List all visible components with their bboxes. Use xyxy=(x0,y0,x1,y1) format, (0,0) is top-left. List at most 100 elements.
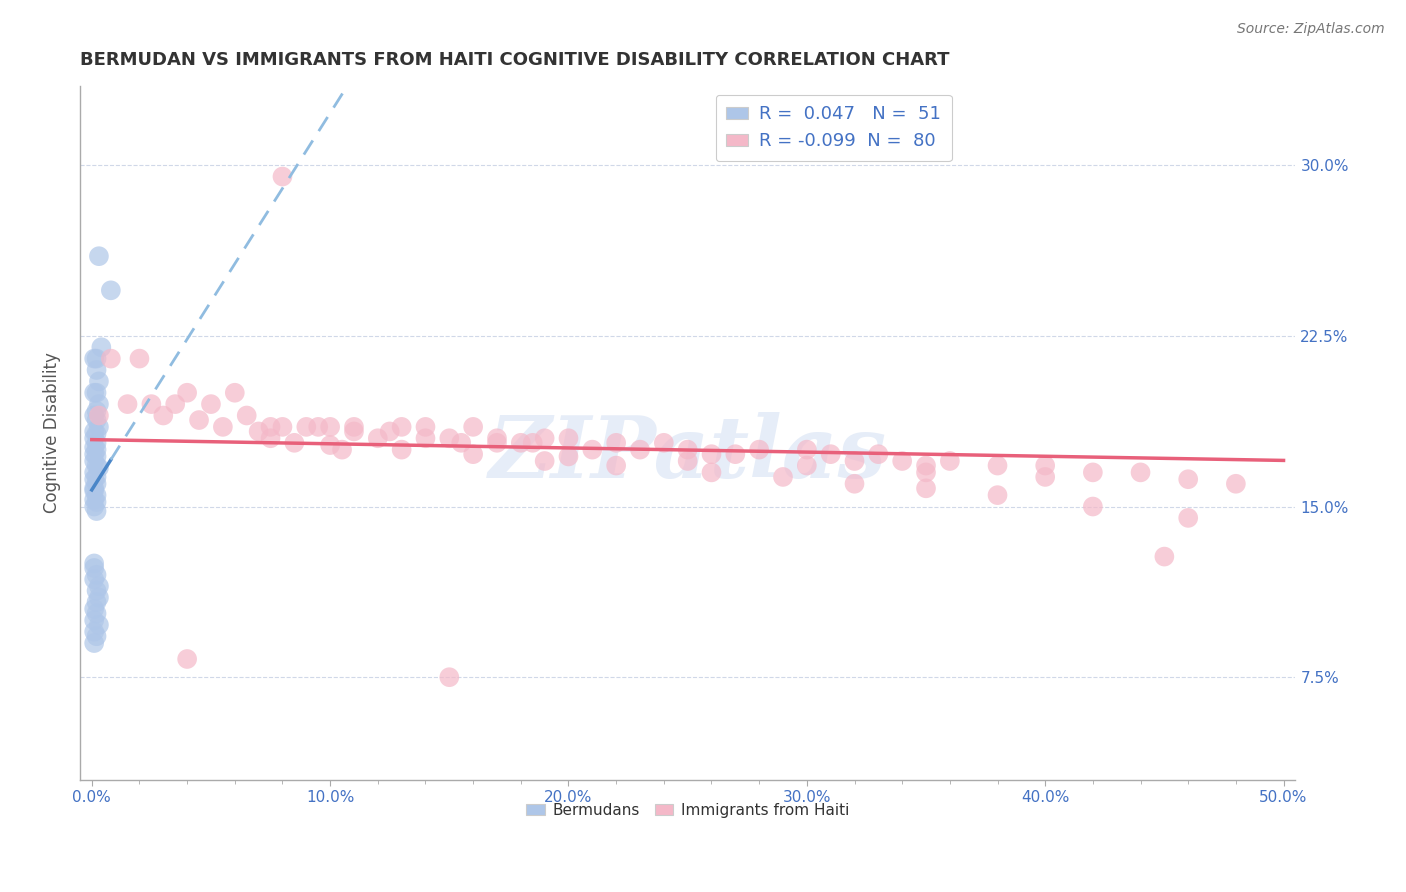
Point xyxy=(83,425,105,439)
Point xyxy=(676,442,699,457)
Text: ZIPatlas: ZIPatlas xyxy=(489,411,887,495)
Y-axis label: Cognitive Disability: Cognitive Disability xyxy=(44,352,60,513)
Point xyxy=(700,466,723,480)
Point xyxy=(391,442,413,457)
Point xyxy=(439,431,461,445)
Point xyxy=(439,670,461,684)
Point xyxy=(235,409,257,423)
Point xyxy=(83,454,105,468)
Point xyxy=(463,447,485,461)
Point xyxy=(724,447,747,461)
Legend: Bermudans, Immigrants from Haiti: Bermudans, Immigrants from Haiti xyxy=(520,797,855,824)
Point xyxy=(83,492,105,507)
Point xyxy=(557,431,579,445)
Point xyxy=(533,454,555,468)
Point xyxy=(271,169,294,184)
Point xyxy=(86,495,108,509)
Point xyxy=(820,447,842,461)
Point xyxy=(86,363,108,377)
Point xyxy=(367,431,389,445)
Point xyxy=(87,420,110,434)
Point xyxy=(343,420,366,434)
Point xyxy=(605,435,627,450)
Point xyxy=(652,435,675,450)
Point xyxy=(557,450,579,464)
Point xyxy=(1081,466,1104,480)
Point xyxy=(986,488,1008,502)
Point xyxy=(165,397,187,411)
Point xyxy=(87,375,110,389)
Point xyxy=(1129,466,1152,480)
Point xyxy=(200,397,222,411)
Point xyxy=(90,340,112,354)
Point xyxy=(86,476,108,491)
Point xyxy=(87,460,110,475)
Point xyxy=(87,591,110,605)
Point xyxy=(700,447,723,461)
Point xyxy=(128,351,150,366)
Point xyxy=(463,420,485,434)
Point xyxy=(176,385,198,400)
Point xyxy=(83,613,105,627)
Point xyxy=(83,500,105,514)
Point xyxy=(87,579,110,593)
Point xyxy=(212,420,235,434)
Text: Source: ZipAtlas.com: Source: ZipAtlas.com xyxy=(1237,22,1385,37)
Point xyxy=(83,561,105,575)
Point xyxy=(581,442,603,457)
Point xyxy=(176,652,198,666)
Point xyxy=(86,583,108,598)
Point xyxy=(86,450,108,464)
Point xyxy=(86,413,108,427)
Point xyxy=(915,458,938,473)
Point xyxy=(86,595,108,609)
Point xyxy=(915,466,938,480)
Point xyxy=(86,470,108,484)
Point xyxy=(796,442,818,457)
Point xyxy=(986,458,1008,473)
Point xyxy=(86,351,108,366)
Point xyxy=(83,636,105,650)
Point xyxy=(1033,470,1056,484)
Point xyxy=(283,435,305,450)
Point xyxy=(259,431,281,445)
Point xyxy=(83,481,105,495)
Point xyxy=(86,426,108,441)
Point xyxy=(1033,458,1056,473)
Point xyxy=(307,420,329,434)
Point xyxy=(676,454,699,468)
Point xyxy=(86,629,108,643)
Point xyxy=(485,435,508,450)
Text: BERMUDAN VS IMMIGRANTS FROM HAITI COGNITIVE DISABILITY CORRELATION CHART: BERMUDAN VS IMMIGRANTS FROM HAITI COGNIT… xyxy=(80,51,949,69)
Point xyxy=(152,409,174,423)
Point xyxy=(1225,476,1247,491)
Point xyxy=(83,409,105,423)
Point xyxy=(86,385,108,400)
Point xyxy=(343,425,366,439)
Point xyxy=(772,470,794,484)
Point xyxy=(117,397,139,411)
Point xyxy=(86,567,108,582)
Point xyxy=(86,504,108,518)
Point xyxy=(748,442,770,457)
Point xyxy=(83,466,105,480)
Point xyxy=(295,420,318,434)
Point xyxy=(939,454,962,468)
Point xyxy=(271,420,294,434)
Point xyxy=(605,458,627,473)
Point xyxy=(319,420,342,434)
Point xyxy=(83,441,105,455)
Point xyxy=(83,351,105,366)
Point xyxy=(330,442,353,457)
Point xyxy=(415,420,437,434)
Point xyxy=(83,431,105,445)
Point xyxy=(188,413,211,427)
Point xyxy=(319,438,342,452)
Point xyxy=(224,385,246,400)
Point xyxy=(141,397,163,411)
Point xyxy=(100,283,122,297)
Point xyxy=(87,249,110,263)
Point xyxy=(844,476,866,491)
Point xyxy=(450,435,472,450)
Point xyxy=(83,624,105,639)
